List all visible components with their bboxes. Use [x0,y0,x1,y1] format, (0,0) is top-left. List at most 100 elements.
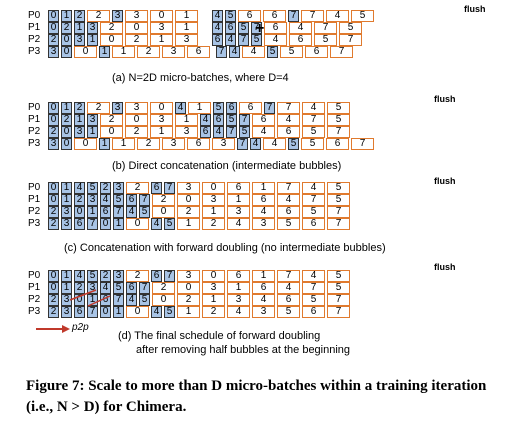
backward-cell: 4 [277,114,300,126]
backward-cell: 6 [187,138,210,150]
backward-cell: 3 [162,46,185,58]
forward-cell: 5 [139,294,150,306]
forward-cell: 4 [225,34,236,46]
backward-cell: 4 [302,182,325,194]
backward-cell: 1 [175,10,198,22]
backward-cell: 7 [339,34,362,46]
backward-cell: 6 [277,126,300,138]
backward-cell: 4 [252,206,275,218]
backward-cell: 2 [126,270,149,282]
forward-cell: 5 [87,182,98,194]
backward-cell: 7 [327,294,350,306]
row-label-p1: P1 [28,282,41,293]
backward-cell: 6 [264,22,287,34]
panel-caption: (d) The final schedule of forward doubli… [118,330,321,342]
backward-cell: 0 [152,206,175,218]
backward-cell: 4 [252,126,275,138]
backward-cell: 2 [202,306,225,318]
forward-cell: 4 [213,126,224,138]
backward-cell: 1 [252,182,275,194]
backward-cell: 0 [202,270,225,282]
forward-cell: 4 [126,206,137,218]
backward-cell: 2 [137,138,160,150]
row-label-p3: P3 [28,138,41,149]
forward-cell: 7 [288,10,299,22]
forward-cell: 0 [61,34,72,46]
forward-cell: 6 [151,182,162,194]
forward-cell: 0 [48,10,59,22]
backward-cell: 0 [202,182,225,194]
backward-cell: 1 [202,294,225,306]
p2p-arrow-legend [36,325,70,333]
forward-cell: 5 [139,206,150,218]
pipeline-schedule-diagram: P0 P1 P2 P3 0 1 2 2 3 3 0 1 4 5 6 6 7 7 4 5 0 2 1 3 2 0 3 1 4 6 5 7 6 4 7 5… [28,4,486,356]
backward-cell: 1 [175,114,198,126]
forward-cell: 3 [87,282,98,294]
backward-cell: 3 [150,22,173,34]
backward-cell: 6 [326,138,349,150]
backward-cell: 1 [227,194,250,206]
row-label-p0: P0 [28,182,41,193]
forward-cell: 7 [164,270,175,282]
backward-cell: 5 [327,182,350,194]
backward-cell: 0 [126,306,149,318]
forward-cell: 5 [213,102,224,114]
forward-cell: 0 [100,306,111,318]
backward-cell: 3 [150,114,173,126]
forward-cell: 5 [251,34,262,46]
forward-cell: 2 [74,10,85,22]
forward-cell: 3 [87,114,98,126]
forward-cell: 3 [61,218,72,230]
backward-cell: 6 [263,10,286,22]
backward-cell: 5 [280,46,303,58]
forward-cell: 1 [61,102,72,114]
forward-cell: 1 [61,182,72,194]
backward-cell: 5 [277,218,300,230]
backward-cell: 2 [100,22,123,34]
backward-cell: 7 [327,218,350,230]
forward-cell: 3 [61,206,72,218]
row-label-p1: P1 [28,22,41,33]
backward-cell: 3 [175,34,198,46]
forward-cell: 6 [74,306,85,318]
backward-cell: 1 [112,46,135,58]
forward-cell: 5 [164,306,175,318]
backward-cell: 2 [125,126,148,138]
backward-cell: 0 [100,126,123,138]
forward-cell: 2 [74,194,85,206]
backward-cell: 4 [302,102,325,114]
backward-cell: 7 [351,138,374,150]
figure-caption: Figure 7: Scale to more than D micro-bat… [26,378,487,415]
forward-cell: 4 [100,194,111,206]
backward-cell: 4 [289,22,312,34]
row-label-p3: P3 [28,46,41,57]
forward-cell: 3 [112,10,123,22]
backward-cell: 0 [100,34,123,46]
forward-cell: 1 [113,306,124,318]
forward-cell: 6 [100,294,111,306]
forward-cell: 6 [126,194,137,206]
backward-cell: 5 [327,270,350,282]
backward-cell: 4 [326,10,349,22]
backward-cell: 4 [264,34,287,46]
backward-cell: 6 [305,46,328,58]
flush-label: flush [464,4,486,14]
forward-cell: 7 [239,114,250,126]
backward-cell: 6 [302,306,325,318]
backward-cell: 3 [177,270,200,282]
forward-cell: 6 [74,218,85,230]
row-label-p3: P3 [28,218,41,229]
backward-cell: 5 [351,10,374,22]
backward-cell: 4 [227,306,250,318]
forward-cell: 7 [237,138,248,150]
forward-cell: 6 [100,206,111,218]
forward-cell: 2 [74,282,85,294]
forward-cell: 1 [87,294,98,306]
forward-cell: 5 [239,126,250,138]
forward-cell: 2 [61,114,72,126]
forward-cell: 4 [229,46,240,58]
backward-cell: 1 [202,206,225,218]
forward-cell: 4 [151,306,162,318]
forward-cell: 1 [99,138,110,150]
forward-cell: 4 [212,22,223,34]
